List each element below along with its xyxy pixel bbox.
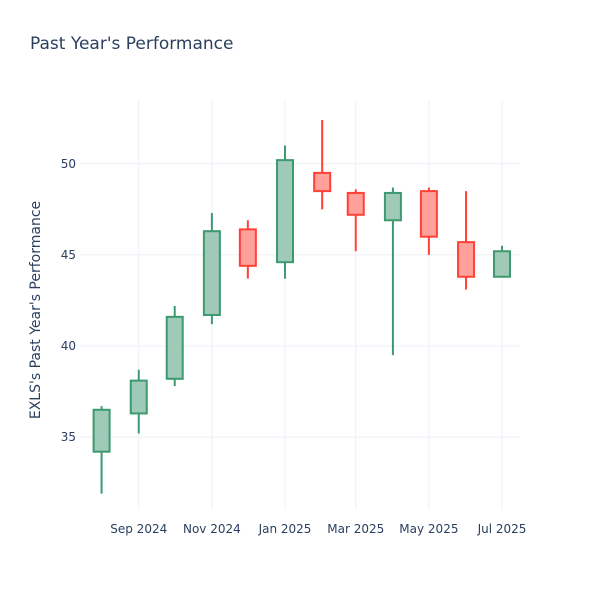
- candle-body: [419, 190, 438, 238]
- candle-body: [202, 230, 221, 317]
- x-tick-label: Jan 2025: [258, 522, 312, 536]
- candle-layer: [92, 120, 512, 494]
- candle: [313, 120, 332, 210]
- x-tick-label: Mar 2025: [327, 522, 384, 536]
- candle: [457, 191, 476, 290]
- candle-body: [383, 191, 402, 222]
- y-axis-title: EXLS's Past Year's Performance: [28, 201, 44, 419]
- candle-body: [238, 228, 257, 267]
- x-tick-label: Nov 2024: [183, 522, 241, 536]
- candle-body: [92, 408, 111, 453]
- x-tick-label: Sep 2024: [110, 522, 167, 536]
- candle-body: [129, 379, 148, 415]
- candle: [419, 187, 438, 255]
- axis-layer: 35 40 45 50 Sep 2024 Nov 2024 Jan 2025 Mar 2025…: [61, 157, 527, 536]
- candle: [238, 220, 257, 279]
- candle: [202, 212, 221, 325]
- candle: [493, 245, 512, 278]
- candle: [129, 369, 148, 434]
- candle-body: [457, 241, 476, 278]
- y-tick-label: 35: [61, 430, 76, 444]
- candle: [346, 189, 365, 252]
- candle: [383, 187, 402, 356]
- chart-title: Past Year's Performance: [30, 34, 234, 54]
- candle: [165, 305, 184, 387]
- candle-body: [346, 191, 365, 216]
- candle-body: [313, 171, 332, 193]
- grid-layer: [80, 100, 520, 510]
- candle-body: [276, 159, 295, 264]
- candle-body: [165, 315, 184, 380]
- x-tick-label: May 2025: [399, 522, 458, 536]
- candle: [276, 145, 295, 279]
- candle: [92, 406, 111, 494]
- y-tick-label: 45: [61, 248, 76, 262]
- candle-body: [493, 250, 512, 278]
- y-tick-label: 40: [61, 339, 76, 353]
- x-tick-label: Jul 2025: [477, 522, 527, 536]
- y-tick-label: 50: [61, 157, 76, 171]
